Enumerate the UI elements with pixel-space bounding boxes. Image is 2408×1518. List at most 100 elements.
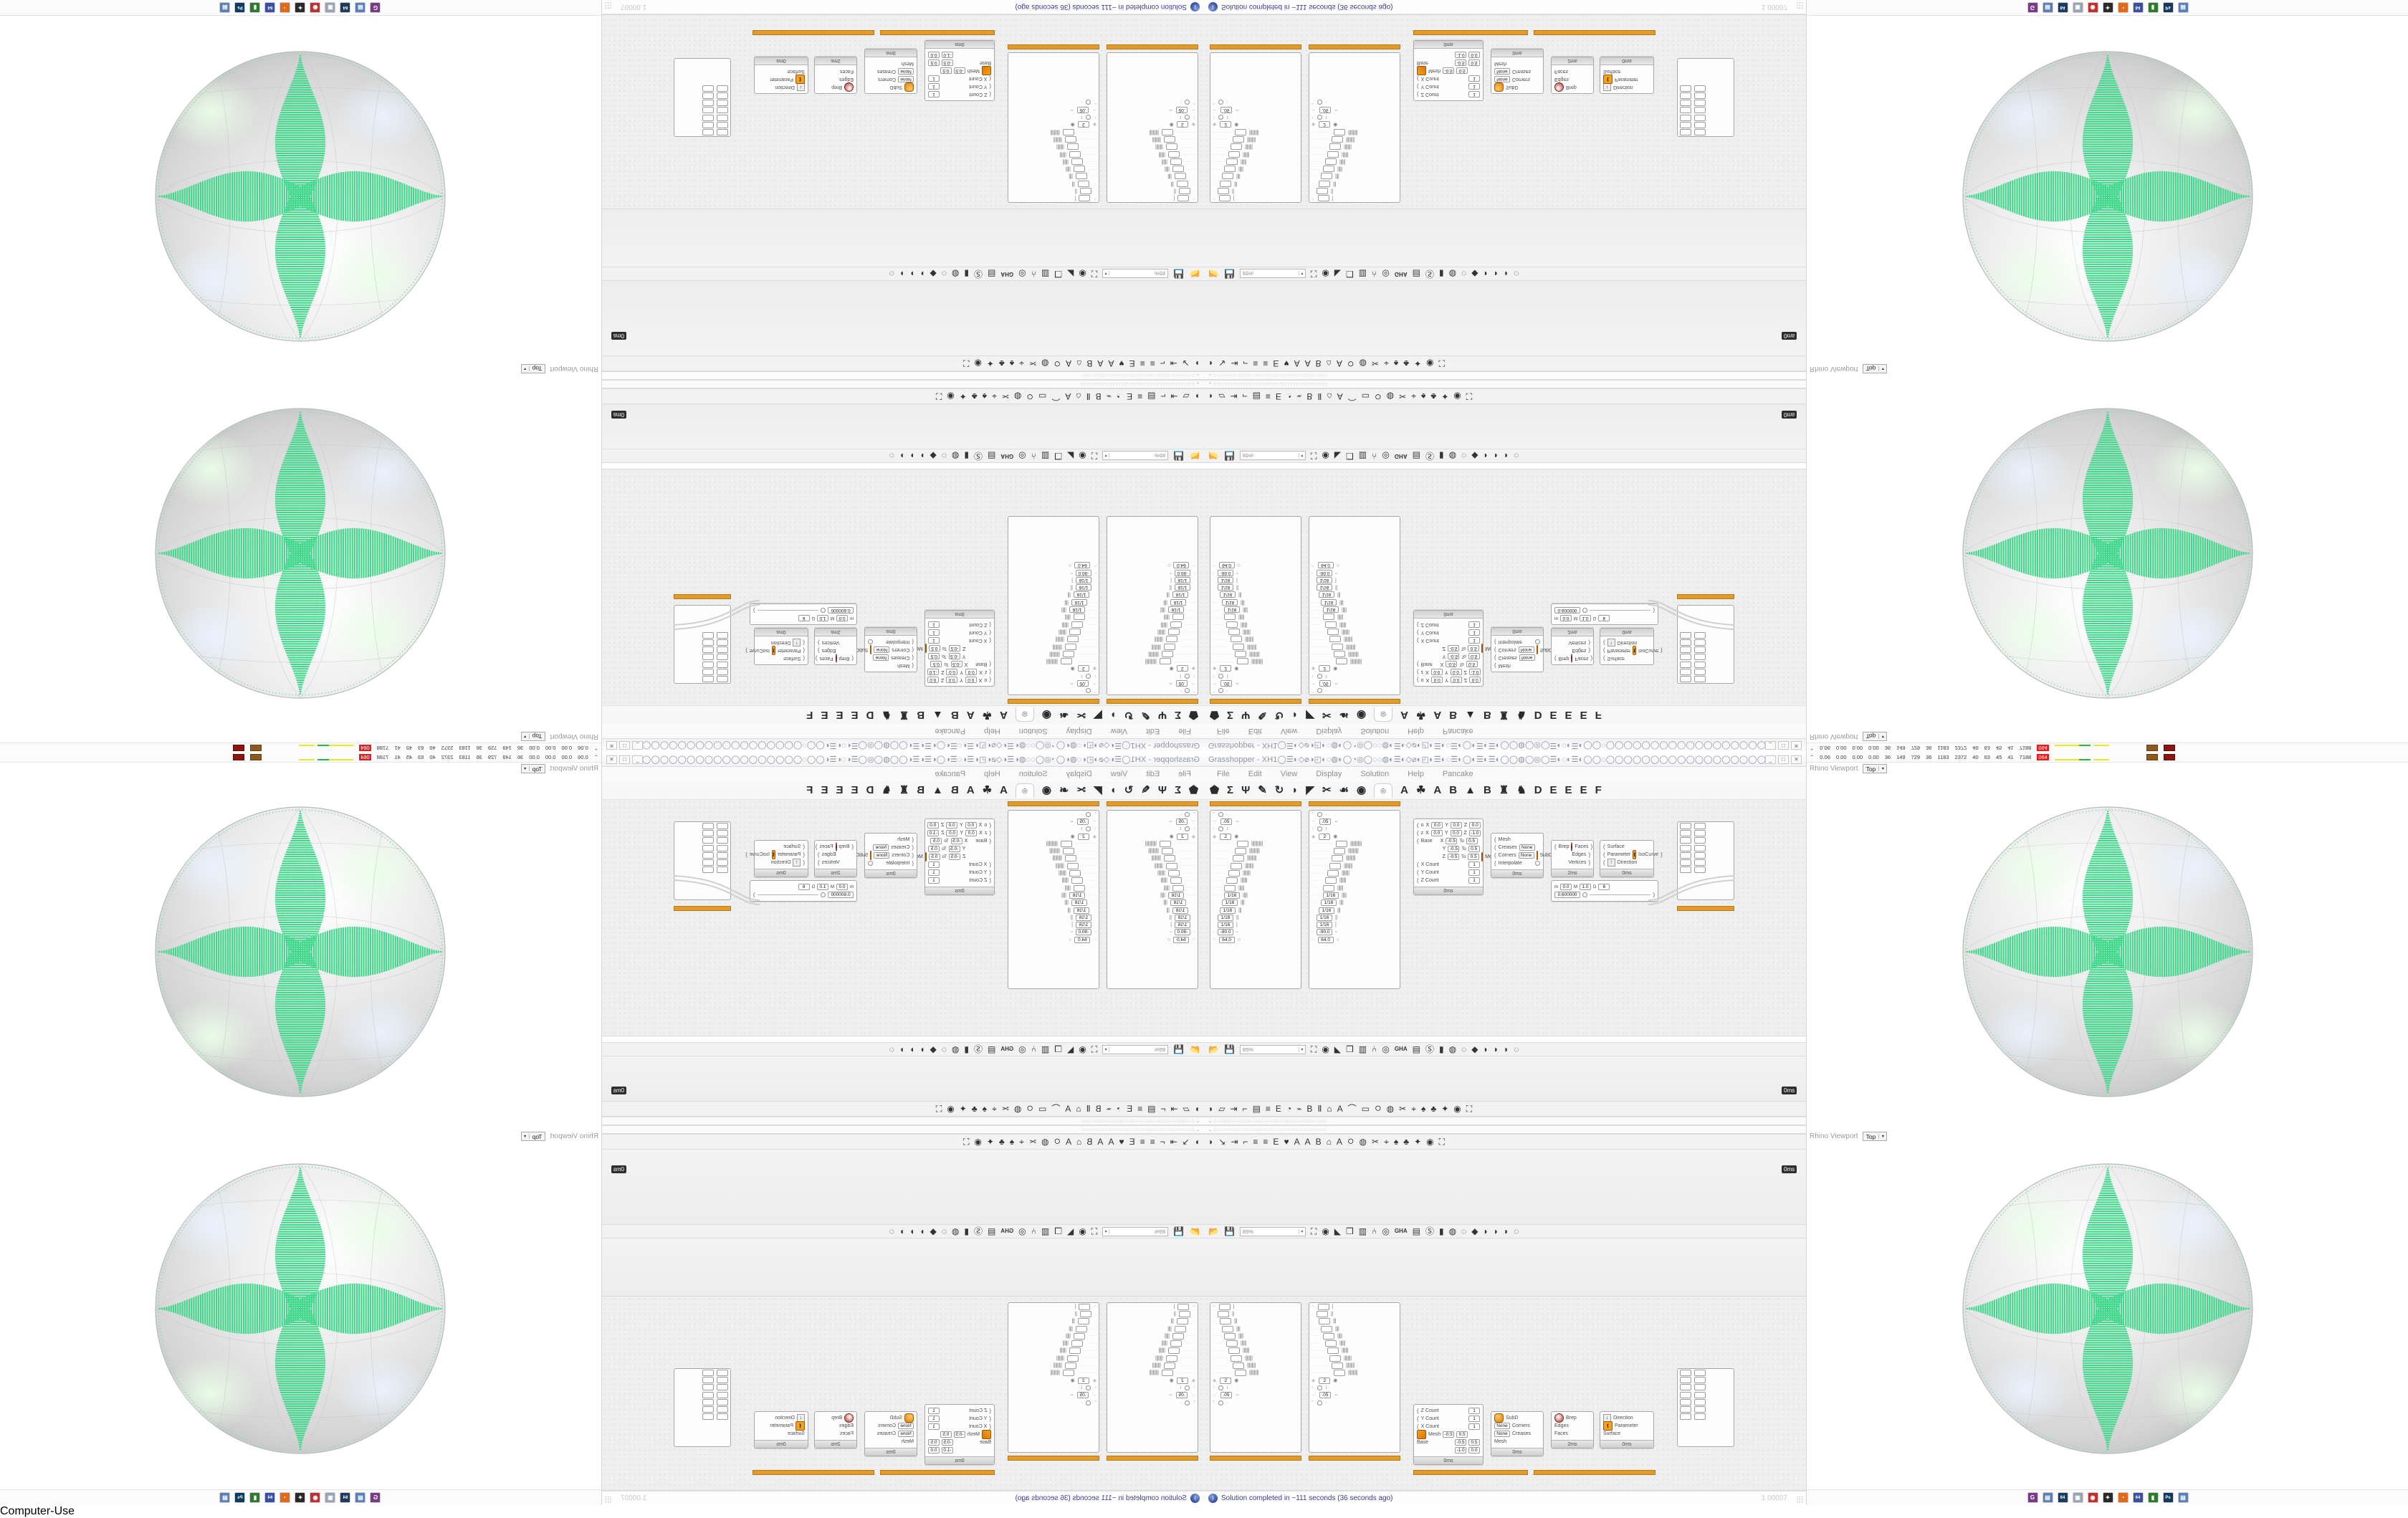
- zaxis-y[interactable]: 0.0: [946, 830, 958, 836]
- origin-z[interactable]: 0.0: [928, 52, 940, 58]
- param-value[interactable]: -90.0: [1317, 569, 1333, 576]
- osnap-icon-8[interactable]: ⌁: [1296, 391, 1302, 401]
- calc-icon[interactable]: 64: [340, 1492, 351, 1503]
- ribbon-display-icon[interactable]: ◉: [1357, 709, 1367, 721]
- ribbon-maths-icon[interactable]: Σ: [1227, 784, 1234, 796]
- tint-orange-icon[interactable]: ◗: [1503, 269, 1509, 279]
- domain-x-to[interactable]: 0.5: [1466, 838, 1478, 844]
- param-value[interactable]: 2: [1176, 1377, 1188, 1384]
- save-file-icon[interactable]: 💾: [1173, 1044, 1185, 1054]
- ribbon-extra-icon-3[interactable]: B: [1449, 709, 1458, 721]
- panel-icon[interactable]: ▥: [1041, 451, 1050, 461]
- slider-handle[interactable]: [1582, 892, 1587, 897]
- tool-icon-16[interactable]: ♠: [1393, 358, 1399, 368]
- grasshopper-menubar[interactable]: File Edit View Display Solution Help Pan…: [1204, 724, 1806, 738]
- viewport-view-dropdown-2[interactable]: Top ▾: [520, 364, 546, 373]
- tint-green-icon[interactable]: ◗: [909, 1044, 915, 1054]
- zaxis-x[interactable]: 0.0: [965, 669, 978, 675]
- z-count-value[interactable]: 1: [928, 621, 940, 628]
- menu-item-view[interactable]: View: [1110, 727, 1128, 735]
- component-isocurve[interactable]: (Surface (Parameter t IsoCurve) (↑ Direc…: [1600, 628, 1663, 665]
- open-file-icon[interactable]: 📂: [1189, 269, 1200, 279]
- osnap-icon-18[interactable]: ♠: [1420, 1104, 1426, 1114]
- zoom-level-input-2[interactable]: 85% ▾: [1239, 1226, 1306, 1236]
- osnap-icon-16[interactable]: ✂: [1001, 391, 1009, 401]
- osnap-icon-1[interactable]: ▱: [1182, 391, 1190, 401]
- gha-icon-2[interactable]: GHA: [1000, 1228, 1014, 1234]
- window-icon[interactable]: ▣: [2072, 1492, 2083, 1503]
- slider-readout[interactable]: 0.600000: [828, 892, 854, 898]
- menu-item-display[interactable]: Display: [1316, 727, 1342, 735]
- ribbon-maths-icon[interactable]: Σ: [1227, 709, 1234, 721]
- domain-y-to[interactable]: 0.5: [928, 846, 940, 852]
- ribbon-extra-icon-7[interactable]: ♞: [1516, 709, 1526, 721]
- origin-y[interactable]: 0.0: [1450, 822, 1462, 829]
- domain-z-from[interactable]: -0.5: [953, 1431, 965, 1438]
- canvas-toolbar-2[interactable]: 📂 💾 85% ▾ ⛶ ◉ ◣ ❒ ▥ ⑃ ◎ GHA ▤ Ⓢ: [602, 267, 1204, 281]
- osnap-icon-17[interactable]: ⌖: [992, 391, 997, 401]
- slider-max-value[interactable]: 1.0: [1580, 615, 1591, 621]
- component-mesh-box-2[interactable]: (Z Count 1 (Y Count 1 (X Count 1 Mesh -0…: [1413, 40, 1484, 101]
- component-mesh-box-2[interactable]: (Z Count 1 (Y Count 1 (X Count 1 Mesh -0…: [1413, 1404, 1484, 1465]
- radial-icon[interactable]: ◎: [1018, 1226, 1026, 1236]
- ribbon-extra-icon-5[interactable]: B: [917, 709, 925, 721]
- tint-green-icon[interactable]: ◗: [909, 451, 915, 461]
- domain-x-from[interactable]: -0.5: [950, 838, 962, 844]
- osnap-icon-13[interactable]: ⌒: [1051, 1104, 1061, 1114]
- toggle-circle[interactable]: [1185, 1400, 1190, 1405]
- gimp-icon[interactable]: G: [2027, 2, 2038, 13]
- ribbon-extra-icon-2[interactable]: A: [1433, 784, 1442, 796]
- tool-icon-16[interactable]: ♠: [1009, 1137, 1015, 1147]
- preview-eye-icon[interactable]: ◉: [1079, 1044, 1086, 1054]
- osnap-icon-7[interactable]: ◔: [1286, 391, 1292, 401]
- tool-icon-5[interactable]: ≡: [1140, 358, 1145, 368]
- tool-icon-19[interactable]: ◉: [1426, 1137, 1434, 1147]
- ribbon-active-tab[interactable]: ◎: [1015, 707, 1034, 722]
- rhino-viewport-top[interactable]: [1807, 775, 2408, 1129]
- domain-z-from[interactable]: -0.5: [953, 67, 965, 74]
- blender-icon[interactable]: ◉: [2087, 2, 2098, 13]
- zoom-level-input-2[interactable]: 85% ▾: [1102, 1226, 1169, 1236]
- close-button[interactable]: ✕: [606, 755, 617, 764]
- param-value[interactable]: 2: [1319, 121, 1331, 128]
- zoom-spinner-icon-2[interactable]: ▾: [1298, 271, 1305, 277]
- tool-icon-12[interactable]: A: [1336, 358, 1342, 368]
- zaxis-z[interactable]: -1.0: [942, 1447, 953, 1453]
- slider-max-value[interactable]: 1.0: [817, 615, 828, 621]
- fit-view-icon[interactable]: ⛶: [1091, 1044, 1098, 1054]
- param-value[interactable]: 64.0: [1074, 936, 1091, 943]
- cluster-icon[interactable]: ▮: [1438, 451, 1444, 461]
- zoom-level-input[interactable]: 85% ▾: [1102, 451, 1169, 461]
- zaxis-z[interactable]: -1.0: [1468, 830, 1481, 836]
- toolbar-active-tab-2[interactable]: ○: [1054, 1135, 1061, 1147]
- fraction-value[interactable]: 1/16: [1170, 899, 1186, 907]
- param-stack-a[interactable]: ^ · ⇔ .05 ⇔ ↕ ↕ ◉ 2 ◉ ·········· |||||||||||| ·…: [1210, 516, 1301, 695]
- marquee-icon[interactable]: ◌: [889, 269, 894, 279]
- osnap-icon-22[interactable]: ⛶: [1466, 1104, 1473, 1114]
- tool-icon-5[interactable]: ≡: [1140, 1137, 1145, 1147]
- firefox-icon[interactable]: ◔: [2117, 1492, 2128, 1503]
- ribbon-extra-icon-2[interactable]: A: [966, 784, 975, 796]
- tint-orange-icon[interactable]: ◗: [899, 1044, 905, 1054]
- fraction-value[interactable]: 1/16: [1220, 907, 1236, 914]
- fraction-value[interactable]: 1/16: [1074, 591, 1089, 598]
- osnap-icon-0[interactable]: ◗: [1194, 1104, 1200, 1114]
- zoom-level-input[interactable]: 85% ▾: [1239, 451, 1306, 461]
- osnap-icon-8[interactable]: ⌁: [1296, 1104, 1302, 1114]
- slider-handle[interactable]: [821, 608, 826, 613]
- osnap-icon-20[interactable]: ✦: [959, 1104, 967, 1114]
- param-stack-d[interactable]: ○ | · || ·· ||| ··· |||| ···· ||||| ····· ||||…: [1107, 52, 1198, 203]
- param-stack-d[interactable]: ○ | · || ·· ||| ··· |||| ···· ||||| ····· ||||…: [1107, 1302, 1198, 1453]
- interpolate-toggle[interactable]: [1535, 861, 1540, 866]
- radial-icon[interactable]: ◎: [1382, 269, 1390, 279]
- save-file-icon[interactable]: 💾: [1223, 1044, 1235, 1054]
- corners-value[interactable]: None: [1494, 1423, 1510, 1429]
- osnap-icon-4[interactable]: ▤: [1252, 1104, 1261, 1114]
- toggle-circle[interactable]: [1185, 100, 1190, 105]
- osnap-icon-10[interactable]: Ⅱ: [1317, 1104, 1322, 1114]
- rhino-toolbar-row-1[interactable]: ◗ ▱ ⇥ ⌐ ▤ ≡ E ◔ ⌁ B Ⅱ ⌂ A ⌒ ▭ ○ ◍: [602, 388, 1204, 404]
- grasshopper-titlebar[interactable]: Grasshopper - XH1◯☰◐◇⌀◑◰◐◌◍◐◯◔◎◯◌◌◍◐☰◐◇⌀…: [602, 753, 1204, 767]
- param-value[interactable]: 64.0: [1218, 936, 1235, 943]
- component-deconstruct-brep[interactable]: (Brep Faces) (Edges) (Vertices) 2ms: [814, 628, 857, 665]
- canvas-toolbar-2[interactable]: 📂 💾 85% ▾ ⛶ ◉ ◣ ❒ ▥ ⑃ ◎ GHA ▤ Ⓢ: [602, 1224, 1204, 1238]
